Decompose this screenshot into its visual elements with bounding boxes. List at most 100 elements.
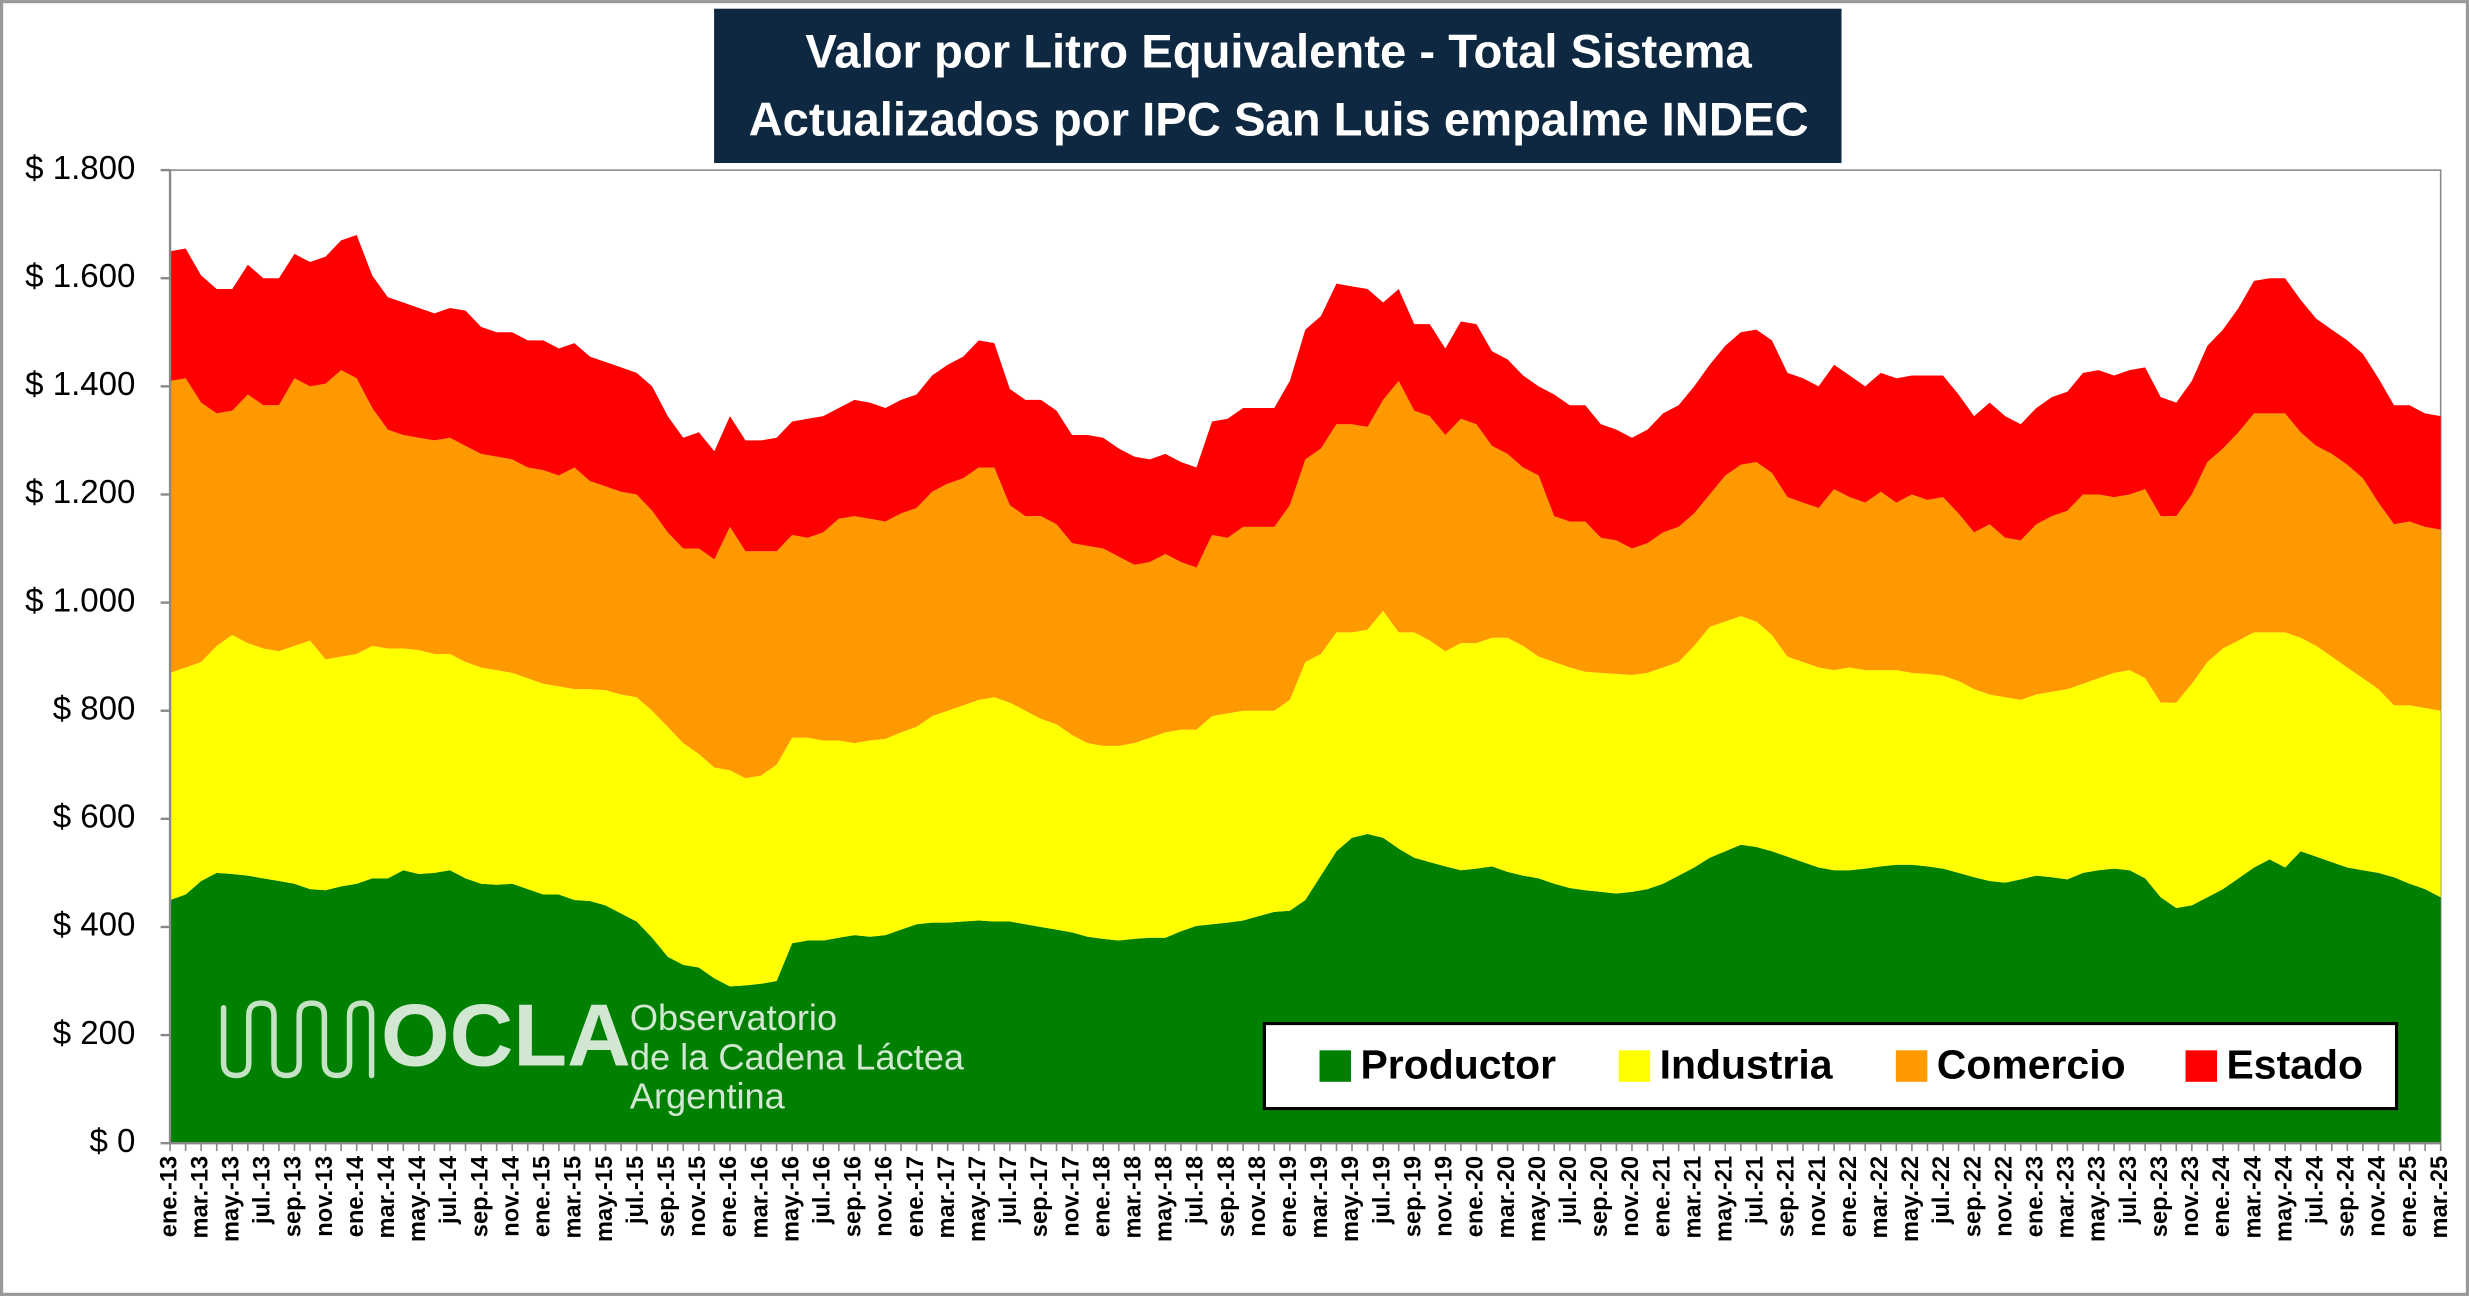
x-tick-label: jul.-23 (2116, 1156, 2142, 1225)
x-tick-label: jul.-21 (1743, 1156, 1769, 1225)
x-tick-label: jul.-15 (623, 1156, 649, 1225)
area (170, 370, 2441, 779)
x-tick-label: mar.-21 (1680, 1156, 1706, 1239)
x-tick-label: ene.-18 (1089, 1156, 1115, 1237)
x-tick-label: mar.-24 (2240, 1156, 2266, 1239)
x-tick-label: sep.-13 (281, 1156, 307, 1237)
x-tick-label: sep.-18 (1214, 1156, 1240, 1237)
x-tick-label: mar.-13 (187, 1156, 213, 1239)
logo-text: Argentina (630, 1076, 786, 1117)
x-tick-label: nov.-24 (2365, 1156, 2391, 1237)
x-tick-label: mar.-25 (2427, 1156, 2453, 1239)
logo-text: Observatorio (630, 997, 837, 1038)
x-tick-label: mar.-14 (374, 1156, 400, 1239)
x-tick-label: jul.-24 (2302, 1156, 2328, 1225)
y-tick-label: $ 200 (53, 1015, 136, 1052)
x-tick-label: mar.-15 (561, 1156, 587, 1239)
x-tick-label: ene.-13 (156, 1156, 182, 1237)
x-tick-label: may.-24 (2271, 1156, 2297, 1242)
x-tick-label: ene.-17 (903, 1156, 929, 1237)
x-tick-label: sep.-22 (1960, 1156, 1986, 1237)
y-tick-label: $ 1.000 (25, 582, 135, 619)
x-tick-label: sep.-17 (1027, 1156, 1053, 1237)
chart-title: Valor por Litro Equivalente - Total Sist… (805, 26, 1752, 79)
x-tick-label: may.-16 (778, 1156, 804, 1242)
x-tick-label: mar.-22 (1867, 1156, 1893, 1239)
chart-subtitle: Actualizados por IPC San Luis empalme IN… (749, 93, 1809, 146)
x-tick-label: ene.-25 (2396, 1156, 2422, 1237)
x-tick-label: jul.-18 (1183, 1156, 1209, 1225)
legend-swatch (1895, 1050, 1928, 1082)
x-tick-label: may.-20 (1525, 1156, 1551, 1242)
legend-label: Industria (1660, 1041, 1834, 1087)
x-tick-label: jul.-17 (996, 1156, 1022, 1225)
legend-swatch (1618, 1050, 1651, 1082)
y-tick-label: $ 800 (53, 690, 136, 727)
x-tick-label: mar.-18 (1121, 1156, 1147, 1239)
x-tick-label: sep.-14 (467, 1156, 493, 1237)
x-tick-label: nov.-13 (312, 1156, 338, 1237)
x-tick-label: may.-23 (2085, 1156, 2111, 1242)
x-tick-label: ene.-15 (530, 1156, 556, 1237)
x-tick-label: sep.-23 (2147, 1156, 2173, 1237)
x-tick-label: mar.-23 (2054, 1156, 2080, 1239)
logo (220, 1000, 375, 1079)
x-tick-label: jul.-16 (809, 1156, 835, 1225)
y-tick-label: $ 600 (53, 799, 136, 836)
x-tick-label: ene.-24 (2209, 1156, 2235, 1237)
x-tick-label: nov.-19 (1432, 1156, 1458, 1237)
x-tick-label: sep.-16 (841, 1156, 867, 1237)
x-tick-label: mar.-17 (934, 1156, 960, 1239)
x-tick-label: ene.-20 (1463, 1156, 1489, 1237)
x-tick-label: ene.-19 (1276, 1156, 1302, 1237)
x-tick-label: jul.-14 (436, 1156, 462, 1225)
x-tick-label: jul.-13 (250, 1156, 276, 1225)
x-tick-label: may.-13 (219, 1156, 245, 1242)
x-tick-label: sep.-20 (1587, 1156, 1613, 1237)
y-tick-label: $ 1.200 (25, 474, 135, 511)
y-tick-label: $ 1.800 (25, 150, 135, 187)
x-tick-label: nov.-16 (872, 1156, 898, 1237)
y-tick-label: $ 0 (89, 1123, 135, 1160)
legend-swatch (1319, 1050, 1352, 1082)
x-tick-label: jul.-20 (1556, 1156, 1582, 1225)
x-tick-label: may.-22 (1898, 1156, 1924, 1242)
x-tick-label: may.-19 (1338, 1156, 1364, 1242)
x-tick-label: mar.-19 (1307, 1156, 1333, 1239)
area (170, 610, 2441, 987)
x-tick-label: sep.-24 (2334, 1156, 2360, 1237)
axes: $ 0 $ 200 $ 400 $ 600 $ 800 $ 1.000 $ 1.200 $ 1… (25, 150, 2453, 1242)
y-tick-label: $ 1.600 (25, 258, 135, 295)
x-tick-label: may.-17 (965, 1156, 991, 1242)
y-tick-label: $ 400 (53, 907, 136, 944)
x-tick-label: ene.-16 (716, 1156, 742, 1237)
x-tick-label: sep.-15 (654, 1156, 680, 1237)
area (170, 234, 2441, 568)
legend-label: Estado (2227, 1041, 2364, 1087)
x-tick-label: mar.-20 (1494, 1156, 1520, 1239)
x-tick-label: ene.-14 (343, 1156, 369, 1237)
logo-text: de la Cadena Láctea (630, 1036, 965, 1077)
x-tick-label: nov.-23 (2178, 1156, 2204, 1237)
x-tick-label: ene.-21 (1649, 1156, 1675, 1237)
x-tick-label: may.-14 (405, 1156, 431, 1242)
x-tick-label: nov.-21 (1805, 1156, 1831, 1237)
y-tick-label: $ 1.400 (25, 366, 135, 403)
x-tick-label: may.-21 (1711, 1156, 1737, 1242)
legend-swatch (2185, 1050, 2218, 1082)
x-tick-label: may.-18 (1152, 1156, 1178, 1242)
x-tick-label: mar.-16 (747, 1156, 773, 1239)
legend-label: Comercio (1937, 1041, 2126, 1087)
x-tick-label: sep.-21 (1774, 1156, 1800, 1237)
x-tick-label: ene.-22 (1836, 1156, 1862, 1237)
x-tick-label: sep.-19 (1400, 1156, 1426, 1237)
x-tick-label: nov.-17 (1058, 1156, 1084, 1237)
legend: Productor Industria Comercio Estado (1262, 1021, 2399, 1111)
x-tick-label: nov.-14 (498, 1156, 524, 1237)
legend-label: Productor (1360, 1041, 1556, 1087)
logo-icon (220, 1000, 375, 1079)
x-tick-label: nov.-20 (1618, 1156, 1644, 1237)
x-tick-label: jul.-22 (1929, 1156, 1955, 1225)
x-tick-label: ene.-23 (2023, 1156, 2049, 1237)
